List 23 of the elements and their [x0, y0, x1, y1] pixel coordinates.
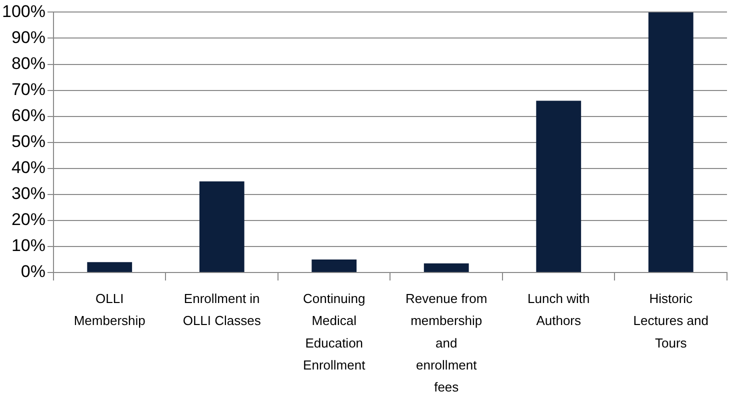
y-tick-label: 80% — [11, 54, 46, 73]
x-tick-label: Enrollment in OLLI Classes — [182, 291, 262, 328]
y-tick-label: 40% — [11, 158, 46, 178]
bar — [87, 262, 132, 272]
y-tick-label: 30% — [11, 184, 46, 204]
y-tick-label: 90% — [11, 28, 46, 47]
y-tick-label: 60% — [11, 106, 46, 126]
bar — [312, 259, 357, 272]
bar — [648, 12, 694, 272]
y-tick-label: 100% — [2, 2, 46, 21]
y-tick-label: 50% — [11, 132, 46, 152]
y-tick-label: 10% — [11, 236, 46, 256]
x-tick-label: Revenue from membership and enrollment fees — [406, 291, 488, 395]
y-tick-label: 20% — [11, 210, 46, 230]
y-tick-label: 0% — [20, 262, 46, 282]
bar — [199, 181, 244, 272]
x-tick-label: Historic Lectures and Tours — [633, 291, 708, 350]
y-tick-label: 70% — [11, 80, 46, 99]
x-tick-label: Continuing Medical Education Enrollment — [303, 291, 366, 372]
x-tick-label: OLLI Membership — [74, 291, 146, 328]
bar — [424, 263, 469, 272]
x-tick-label: Lunch with Authors — [528, 291, 590, 328]
bar — [536, 100, 582, 272]
